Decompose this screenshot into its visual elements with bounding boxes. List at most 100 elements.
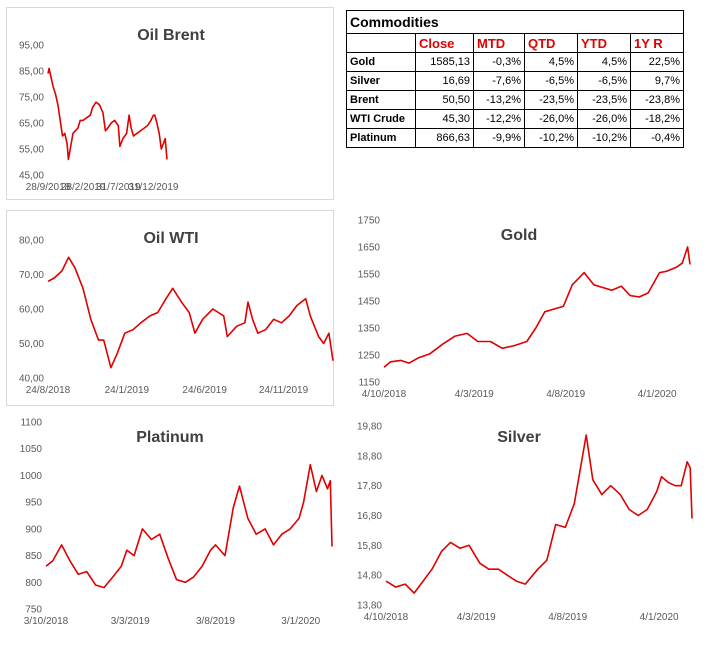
- cell-close: 16,69: [415, 71, 474, 91]
- y-tick-label: 1250: [358, 351, 381, 362]
- cell-qtd: -10,2%: [524, 128, 578, 148]
- cell-ytd: -6,5%: [577, 71, 631, 91]
- x-tick-label: 24/8/2018: [26, 385, 71, 396]
- y-tick-label: 65,00: [19, 119, 44, 130]
- cell-1y-return: -18,2%: [630, 109, 684, 129]
- y-tick-label: 1150: [358, 378, 380, 389]
- y-tick-label: 45,00: [19, 171, 44, 182]
- y-tick-label: 85,00: [19, 67, 44, 78]
- x-tick-label: 3/1/2020: [281, 616, 320, 627]
- wti-chart-panel: Oil WTI 80,00 70,00 60,00 50,00 40,00 24/8/201…: [6, 210, 334, 406]
- y-tick-label: 14,80: [357, 571, 382, 582]
- y-tick-label: 19,80: [357, 422, 382, 433]
- chart-title: Silver: [497, 429, 541, 446]
- y-tick-label: 40,00: [19, 374, 44, 385]
- table-header-row: Close MTD QTD YTD 1Y R: [346, 33, 684, 53]
- cell-mtd: -9,9%: [473, 128, 525, 148]
- gold-chart: Gold 1750 1650 1550 1450 1350 1250 11504/10/201…: [358, 216, 691, 400]
- x-tick-label: 24/11/2019: [259, 385, 309, 396]
- table-title: Commodities: [346, 10, 684, 34]
- row-name: Platinum: [346, 128, 416, 148]
- y-tick-label: 950: [25, 498, 42, 509]
- row-name: WTI Crude: [346, 109, 416, 129]
- y-tick-label: 50,00: [19, 339, 44, 350]
- cell-mtd: -13,2%: [473, 90, 525, 110]
- silver-chart-panel: Silver 19,80 18,80 17,80 16,80 15,80 14,80 13,8…: [336, 412, 706, 648]
- cell-ytd: -26,0%: [577, 109, 631, 129]
- cell-qtd: -6,5%: [524, 71, 578, 91]
- cell-qtd: -26,0%: [524, 109, 578, 129]
- y-tick-label: 75,00: [19, 93, 44, 104]
- series-line: [45, 463, 333, 589]
- platinum-chart-panel: Platinum 1100 1050 1000 950 900 850 800 750 3/10/…: [0, 412, 336, 648]
- x-tick-label: 4/1/2020: [638, 389, 677, 400]
- brent-chart-panel: Oil Brent 95,00 85,00 75,00 65,00 55,00 45,00 2…: [6, 7, 334, 200]
- gold-chart-panel: Gold 1750 1650 1550 1450 1350 1250 1150 4/10/201…: [336, 210, 706, 410]
- row-name: Brent: [346, 90, 416, 110]
- x-tick-label: 4/3/2019: [455, 389, 494, 400]
- y-tick-label: 70,00: [19, 270, 44, 281]
- y-tick-label: 55,00: [19, 145, 44, 156]
- silver-chart: Silver 19,80 18,80 17,80 16,80 15,80 14,80 13,8…: [357, 422, 693, 623]
- table-row: Silver 16,69 -7,6% -6,5% -6,5% 9,7%: [346, 71, 684, 91]
- cell-mtd: -0,3%: [473, 52, 525, 72]
- cell-qtd: -23,5%: [524, 90, 578, 110]
- y-tick-label: 1000: [20, 471, 43, 482]
- cell-qtd: 4,5%: [524, 52, 578, 72]
- x-tick-label: 4/8/2019: [546, 389, 585, 400]
- x-tick-label: 3/8/2019: [196, 616, 235, 627]
- x-tick-label: 4/10/2018: [362, 389, 407, 400]
- y-tick-label: 60,00: [19, 305, 44, 316]
- chart-title: Gold: [501, 227, 537, 244]
- series-line: [47, 67, 168, 161]
- cell-ytd: 4,5%: [577, 52, 631, 72]
- cell-1y-return: 22,5%: [630, 52, 684, 72]
- x-tick-label: 3/3/2019: [111, 616, 150, 627]
- header-qtd: QTD: [524, 33, 578, 53]
- y-tick-label: 1450: [358, 297, 381, 308]
- cell-ytd: -23,5%: [577, 90, 631, 110]
- cell-close: 1585,13: [415, 52, 474, 72]
- y-tick-label: 1550: [358, 270, 381, 281]
- y-tick-label: 18,80: [357, 451, 382, 462]
- table-row: WTI Crude 45,30 -12,2% -26,0% -26,0% -18…: [346, 109, 684, 129]
- x-tick-label: 4/8/2019: [548, 612, 587, 623]
- row-name: Gold: [346, 52, 416, 72]
- y-tick-label: 17,80: [357, 481, 382, 492]
- cell-close: 866,63: [415, 128, 474, 148]
- commodities-table: Commodities Close MTD QTD YTD 1Y R Gold …: [346, 10, 684, 148]
- brent-chart: Oil Brent 95,00 85,00 75,00 65,00 55,00 45,002…: [19, 27, 205, 193]
- header-mtd: MTD: [473, 33, 525, 53]
- series-line: [383, 246, 691, 368]
- series-line: [385, 434, 693, 594]
- x-tick-label: 31/7/2019: [96, 182, 141, 193]
- series-line: [47, 256, 334, 369]
- cell-1y-return: 9,7%: [630, 71, 684, 91]
- header-close: Close: [415, 33, 474, 53]
- y-tick-label: 1050: [20, 444, 43, 455]
- chart-title: Oil WTI: [143, 230, 198, 247]
- cell-1y-return: -0,4%: [630, 128, 684, 148]
- table-row: Platinum 866,63 -9,9% -10,2% -10,2% -0,4…: [346, 128, 684, 148]
- chart-title: Platinum: [136, 429, 204, 446]
- y-tick-label: 16,80: [357, 511, 382, 522]
- x-tick-label: 24/1/2019: [105, 385, 150, 396]
- cell-close: 45,30: [415, 109, 474, 129]
- table-row: Brent 50,50 -13,2% -23,5% -23,5% -23,8%: [346, 90, 684, 110]
- y-tick-label: 1350: [358, 324, 381, 335]
- y-tick-label: 900: [25, 524, 42, 535]
- x-tick-label: 28/9/2018: [26, 182, 71, 193]
- cell-mtd: -7,6%: [473, 71, 525, 91]
- y-tick-label: 1100: [20, 418, 42, 429]
- x-tick-label: 31/12/2019: [128, 182, 178, 193]
- y-tick-label: 1750: [358, 216, 381, 227]
- y-tick-label: 1650: [358, 243, 381, 254]
- y-tick-label: 15,80: [357, 541, 382, 552]
- wti-chart: Oil WTI 80,00 70,00 60,00 50,00 40,0024/8/201…: [19, 230, 334, 396]
- chart-title: Oil Brent: [137, 27, 205, 44]
- row-name: Silver: [346, 71, 416, 91]
- header-corner: [346, 33, 416, 53]
- y-tick-label: 95,00: [19, 41, 44, 52]
- y-tick-label: 750: [25, 605, 42, 616]
- cell-1y-return: -23,8%: [630, 90, 684, 110]
